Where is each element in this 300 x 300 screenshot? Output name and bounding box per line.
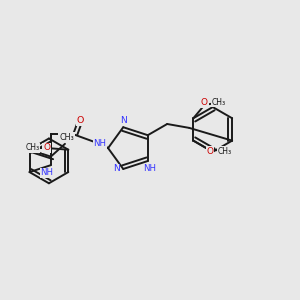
Text: CH₃: CH₃ [217, 147, 231, 156]
Text: CH₃: CH₃ [59, 133, 74, 142]
Text: O: O [43, 143, 50, 152]
Text: N: N [113, 164, 120, 173]
Text: NH: NH [93, 139, 106, 148]
Text: O: O [76, 116, 84, 125]
Text: O: O [201, 98, 208, 107]
Text: NH: NH [143, 164, 156, 173]
Text: NH: NH [40, 168, 54, 177]
Text: N: N [120, 116, 127, 125]
Text: CH₃: CH₃ [212, 98, 226, 107]
Text: CH₃: CH₃ [26, 143, 40, 152]
Text: O: O [206, 147, 213, 156]
